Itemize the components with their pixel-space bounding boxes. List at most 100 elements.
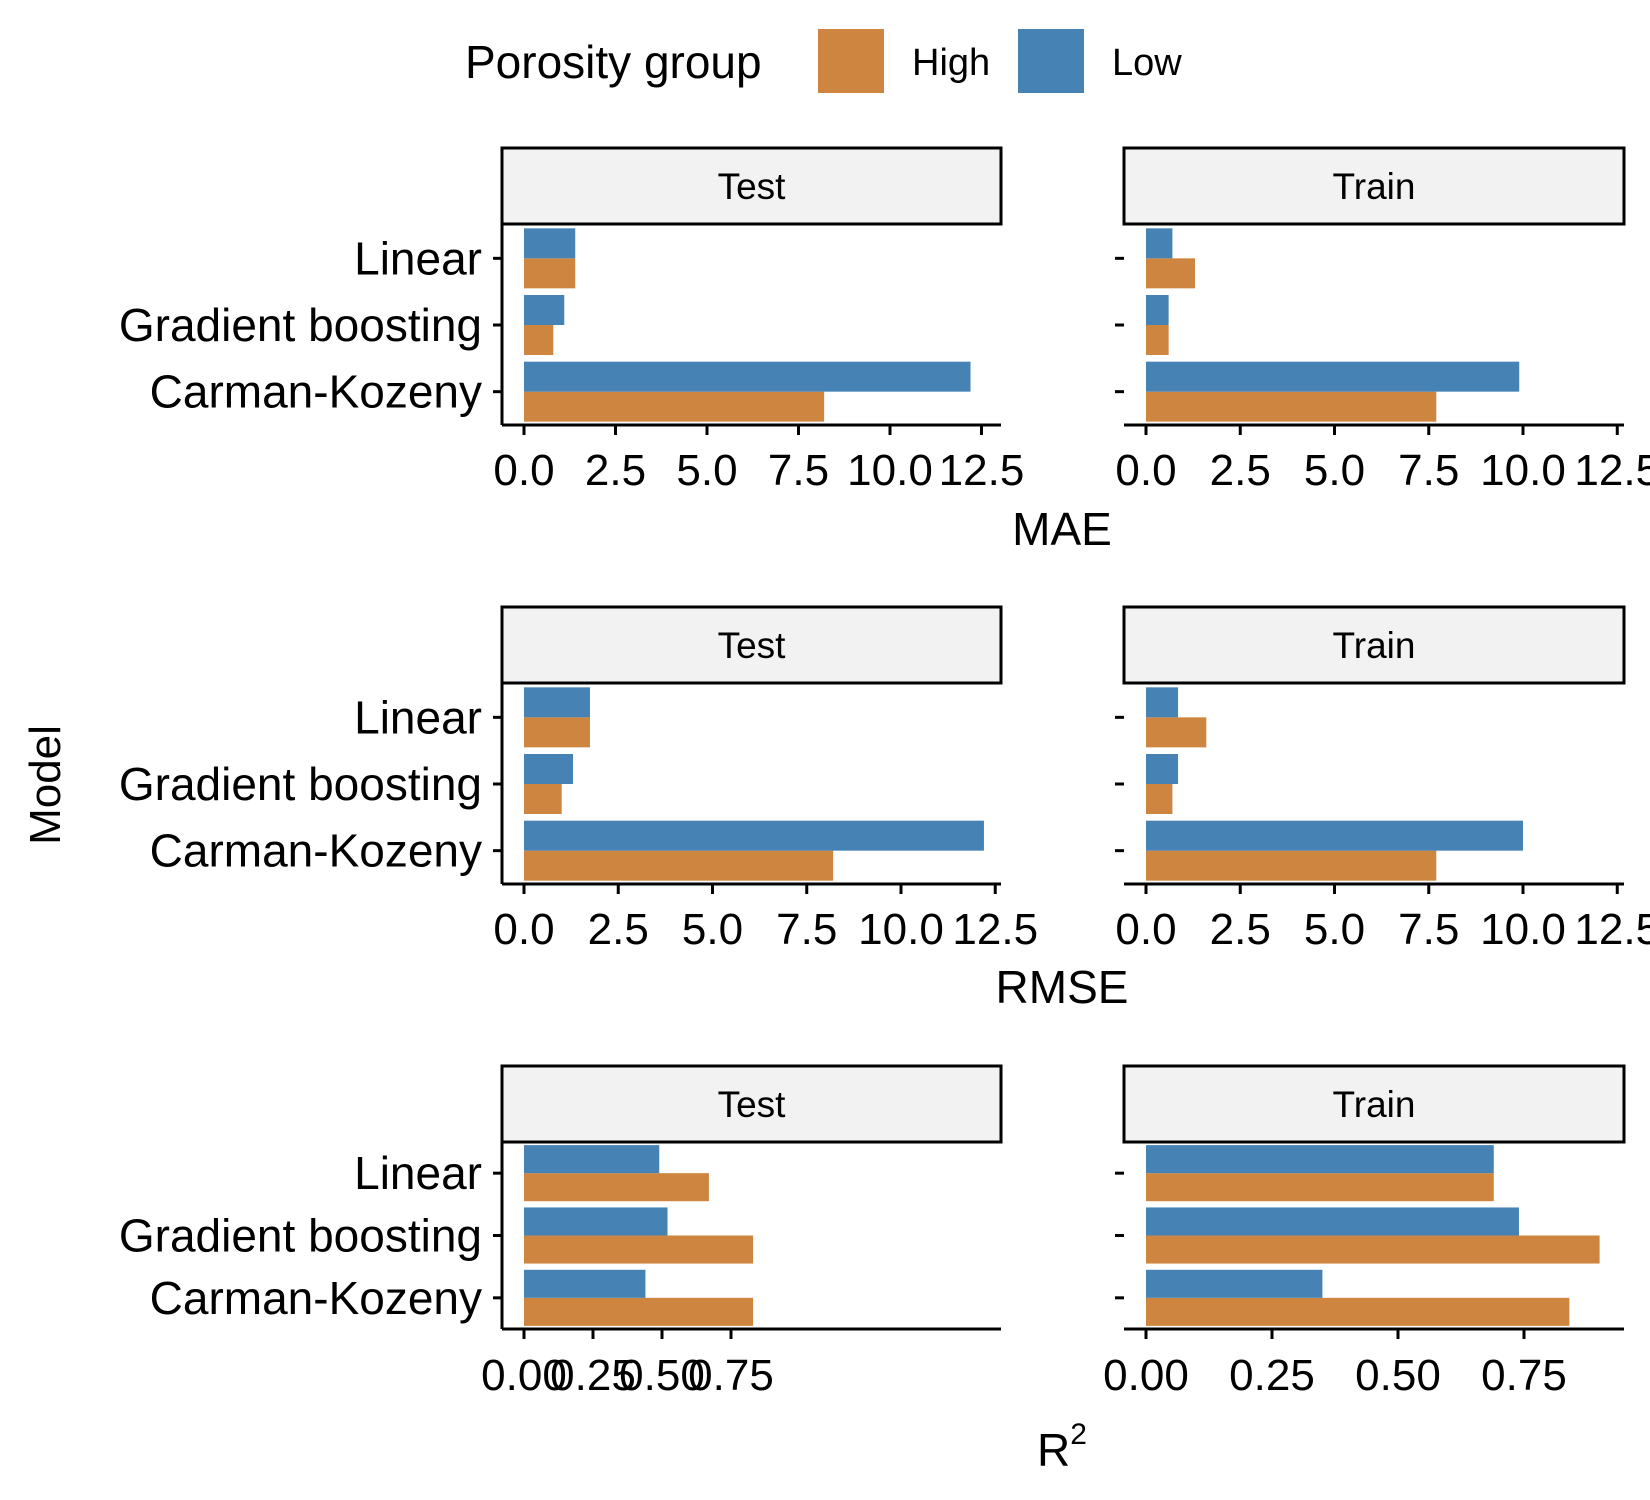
- bar-low: [524, 1207, 668, 1236]
- bar-low: [1146, 687, 1179, 718]
- chart-r2: Test Linear Gradient boosting Carman-Kozeny…: [119, 1064, 1626, 1476]
- chart-rows: Test Linear Gradient boosting Carman-Kozeny…: [119, 146, 1650, 1476]
- bar-low: [524, 361, 971, 392]
- legend-label-high: High: [912, 42, 990, 84]
- bar-low: [524, 1145, 660, 1174]
- x-tick-label: 10.0: [1480, 905, 1566, 954]
- facet-strip-label: Test: [718, 166, 787, 207]
- bar-high: [1146, 784, 1173, 814]
- x-tick-label: 5.0: [682, 905, 743, 954]
- x-tick-label: 0.50: [619, 1351, 705, 1400]
- legend-label-low: Low: [1112, 42, 1182, 84]
- bar-high: [1146, 325, 1169, 355]
- x-tick-label: 0.00: [1103, 1351, 1189, 1400]
- facet-strip-label: Train: [1333, 1084, 1416, 1125]
- panel-test: Test Linear Gradient boosting Carman-Kozeny…: [119, 605, 1038, 954]
- facet-strip-label: Train: [1333, 166, 1416, 207]
- x-tick-label: 2.5: [1210, 446, 1271, 495]
- x-tick-label: 7.5: [768, 446, 829, 495]
- x-tick-label: 0.0: [493, 905, 554, 954]
- x-tick-label: 12.5: [952, 905, 1038, 954]
- facet-strip-label: Test: [718, 625, 787, 666]
- category-label: Gradient boosting: [119, 299, 482, 351]
- x-tick-label: 12.5: [1574, 446, 1650, 495]
- bar-high: [524, 258, 576, 289]
- chart-mae: Test Linear Gradient boosting Carman-Kozeny…: [119, 146, 1650, 555]
- bar-high: [524, 1173, 709, 1202]
- bar-low: [1146, 1269, 1323, 1298]
- facet-strip: [500, 605, 1003, 685]
- panel-train: Train 0.0 2.5 5.0 7.5 10.0 12.5: [1115, 146, 1650, 495]
- y-axis-title: Model: [21, 725, 70, 845]
- bar-low: [1146, 1145, 1494, 1174]
- x-axis-title-superscript: 2: [1070, 1418, 1087, 1451]
- panel-test: Test Linear Gradient boosting Carman-Kozeny…: [119, 146, 1024, 495]
- bar-low: [1146, 754, 1179, 784]
- x-tick-label: 0.75: [1481, 1351, 1567, 1400]
- x-tick-label: 7.5: [1398, 905, 1459, 954]
- bar-high: [1146, 391, 1437, 422]
- bar-high: [524, 850, 834, 881]
- bar-high: [1146, 1173, 1494, 1202]
- facet-strip-label: Test: [718, 1084, 787, 1125]
- x-tick-label: 5.0: [676, 446, 737, 495]
- bar-low: [1146, 361, 1520, 392]
- bar-high: [1146, 258, 1196, 289]
- legend-swatch-low: [1018, 29, 1084, 93]
- facet-strip: [1122, 146, 1626, 226]
- bar-low: [1146, 1207, 1519, 1236]
- x-tick-label: 2.5: [588, 905, 649, 954]
- x-axis-title: RMSE: [996, 961, 1129, 1013]
- x-tick-label: 0.25: [550, 1351, 636, 1400]
- facet-strip: [500, 146, 1003, 226]
- bar-high: [524, 784, 562, 814]
- bar-high: [524, 325, 554, 355]
- facet-strip-label: Train: [1333, 625, 1416, 666]
- x-tick-label: 7.5: [1398, 446, 1459, 495]
- x-tick-label: 0.0: [493, 446, 554, 495]
- x-axis-title: MAE: [1012, 503, 1112, 555]
- x-tick-label: 2.5: [1210, 905, 1271, 954]
- bar-low: [524, 295, 565, 325]
- bar-high: [1146, 1235, 1600, 1264]
- bar-high: [1146, 717, 1207, 748]
- bar-low: [524, 754, 574, 784]
- bar-low: [1146, 820, 1523, 851]
- chart-rmse: Test Linear Gradient boosting Carman-Kozeny…: [119, 605, 1650, 1013]
- x-tick-label: 0.0: [1115, 905, 1176, 954]
- legend-title: Porosity group: [465, 36, 762, 88]
- bar-low: [1146, 228, 1173, 259]
- category-label: Gradient boosting: [119, 1210, 482, 1262]
- bar-high: [524, 1297, 754, 1326]
- bar-high: [1146, 1297, 1570, 1326]
- x-tick-label: 0.00: [481, 1351, 567, 1400]
- x-tick-label: 0.75: [688, 1351, 774, 1400]
- category-label: Linear: [354, 1147, 482, 1199]
- x-tick-label: 7.5: [776, 905, 837, 954]
- bar-low: [524, 820, 984, 851]
- category-label: Carman-Kozeny: [150, 366, 482, 418]
- category-label: Linear: [354, 232, 482, 284]
- legend-swatch-high: [818, 29, 884, 93]
- legend: Porosity group High Low: [465, 29, 1182, 93]
- panel-train: Train 0.0 2.5 5.0 7.5 10.0 12.5: [1115, 605, 1650, 954]
- bar-low: [524, 228, 576, 259]
- x-tick-label: 5.0: [1304, 905, 1365, 954]
- x-tick-label: 5.0: [1304, 446, 1365, 495]
- bar-low: [524, 687, 590, 718]
- facet-strip: [1122, 605, 1626, 685]
- bar-high: [524, 1235, 754, 1264]
- facet-strip: [1122, 1064, 1626, 1144]
- bar-low: [524, 1269, 646, 1298]
- panel-test: Test Linear Gradient boosting Carman-Kozeny…: [119, 1064, 1003, 1400]
- x-tick-label: 10.0: [847, 446, 933, 495]
- x-tick-label: 0.0: [1115, 446, 1176, 495]
- x-axis-title: R2: [1037, 1418, 1087, 1476]
- bar-high: [1146, 850, 1437, 881]
- x-tick-label: 10.0: [1480, 446, 1566, 495]
- category-label: Carman-Kozeny: [150, 1272, 482, 1324]
- panel-train: Train 0.00 0.25 0.50 0.75: [1103, 1064, 1626, 1400]
- x-tick-label: 12.5: [1574, 905, 1650, 954]
- x-tick-label: 0.50: [1355, 1351, 1441, 1400]
